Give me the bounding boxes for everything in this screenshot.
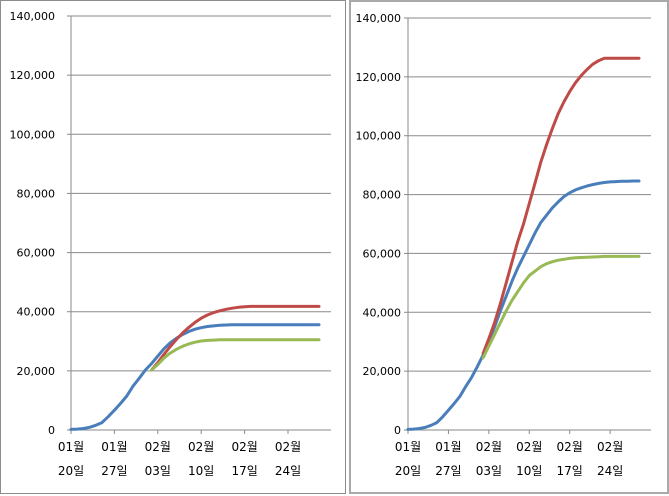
x-tick-label: 02월 17일 (231, 440, 257, 478)
x-tick-label: 01월 20일 (395, 440, 421, 478)
x-tick-label: 02월 03일 (476, 440, 502, 478)
x-tick-month: 02월 (597, 440, 623, 454)
y-tick-label: 80,000 (17, 187, 56, 200)
chart-panel-right: 0 20,000 40,000 60,000 80,000 100,000 120,000 1… (349, 0, 669, 494)
x-tick-day: 20일 (395, 464, 421, 478)
x-tick-month: 02월 (145, 440, 171, 454)
x-tick-day: 10일 (516, 464, 542, 478)
y-tick-label: 100,000 (10, 128, 56, 141)
x-tick-day: 03일 (145, 464, 171, 478)
x-tick-month: 01월 (435, 440, 461, 454)
x-tick-day: 17일 (557, 464, 583, 478)
x-tick-day: 24일 (275, 464, 301, 478)
series-line-1 (150, 304, 321, 372)
y-tick-label: 100,000 (356, 130, 402, 143)
x-tick-day: 24일 (597, 464, 623, 478)
series-line-0 (406, 179, 641, 431)
y-tick-label: 120,000 (10, 69, 56, 82)
y-tick-label: 140,000 (356, 12, 402, 25)
x-tick-day: 27일 (101, 464, 127, 478)
x-tick-day: 03일 (476, 464, 502, 478)
x-tick-label: 02월 10일 (188, 440, 214, 478)
x-tick-month: 01월 (58, 440, 84, 454)
x-tick-day: 20일 (58, 464, 84, 478)
x-tick-label: 02월 03일 (145, 440, 171, 478)
x-tick-month: 02월 (476, 440, 502, 454)
y-tick-label: 20,000 (17, 365, 56, 378)
series-line-2 (481, 254, 641, 360)
x-tick-label: 02월 24일 (597, 440, 623, 478)
x-tick-label: 02월 24일 (275, 440, 301, 478)
x-tick-month: 02월 (188, 440, 214, 454)
line-chart-left: 0 20,000 40,000 60,000 80,000 100,000 120,000 1… (10, 10, 331, 478)
x-tick-month: 02월 (516, 440, 542, 454)
x-tick-day: 27일 (435, 464, 461, 478)
y-tick-label: 80,000 (363, 189, 402, 202)
series-line-2 (150, 338, 321, 372)
x-tick-label: 01월 20일 (58, 440, 84, 478)
y-tick-label: 40,000 (17, 306, 56, 319)
series-line-1 (481, 56, 641, 355)
y-tick-label: 20,000 (363, 365, 402, 378)
x-tick-label: 02월 17일 (557, 440, 583, 478)
x-tick-month: 01월 (101, 440, 127, 454)
y-tick-label: 120,000 (356, 71, 402, 84)
series-line-0 (69, 323, 321, 431)
x-tick-month: 02월 (557, 440, 583, 454)
chart-panel-left: 0 20,000 40,000 60,000 80,000 100,000 120,000 1… (0, 0, 346, 494)
line-chart-right: 0 20,000 40,000 60,000 80,000 100,000 120,000 1… (356, 12, 651, 478)
y-tick-label: 60,000 (17, 247, 56, 260)
x-tick-label: 02월 10일 (516, 440, 542, 478)
x-tick-month: 01월 (395, 440, 421, 454)
y-tick-label: 0 (394, 424, 401, 437)
x-tick-day: 10일 (188, 464, 214, 478)
y-tick-label: 60,000 (363, 247, 402, 260)
x-tick-label: 01월 27일 (435, 440, 461, 478)
x-tick-month: 02월 (231, 440, 257, 454)
x-tick-label: 01월 27일 (101, 440, 127, 478)
x-tick-day: 17일 (231, 464, 257, 478)
y-tick-label: 0 (48, 424, 55, 437)
x-tick-month: 02월 (275, 440, 301, 454)
y-tick-label: 40,000 (363, 306, 402, 319)
y-tick-label: 140,000 (10, 10, 56, 23)
